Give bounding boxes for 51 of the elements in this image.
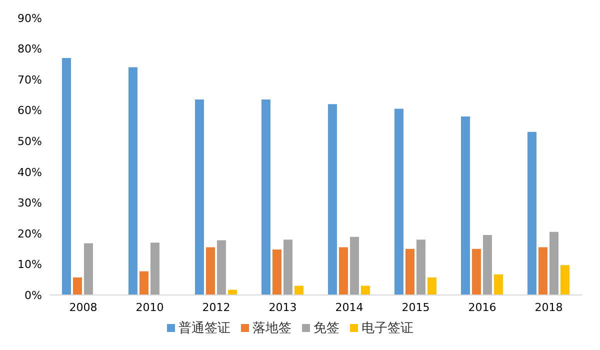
bar <box>216 240 226 295</box>
bar <box>549 232 558 295</box>
bar <box>338 247 348 295</box>
y-tick-label: 60% <box>18 104 42 118</box>
bar <box>460 116 470 295</box>
legend-label: 电子签证 <box>362 321 414 336</box>
bar <box>482 234 492 295</box>
bar <box>84 243 93 295</box>
bar <box>527 132 536 295</box>
x-tick-label: 2008 <box>69 300 98 314</box>
bar <box>72 277 82 295</box>
x-tick-label: 2018 <box>534 300 563 314</box>
bar <box>150 242 160 295</box>
x-tick-label: 2014 <box>335 300 364 314</box>
bar <box>427 277 436 295</box>
bar <box>472 248 481 295</box>
y-tick-label: 90% <box>18 12 42 25</box>
bar <box>405 248 414 295</box>
y-tick-label: 70% <box>18 73 42 86</box>
x-tick-label: 2015 <box>402 300 430 314</box>
bar <box>294 286 304 295</box>
legend-label: 普通签证 <box>178 321 230 336</box>
bar <box>416 240 426 295</box>
y-tick-label: 30% <box>18 196 42 210</box>
bar <box>128 67 138 295</box>
bar <box>560 265 570 295</box>
bar <box>283 240 292 295</box>
x-tick-label: 2012 <box>202 300 230 314</box>
bar <box>194 100 204 295</box>
bar <box>272 249 282 295</box>
bar <box>538 247 548 295</box>
bar <box>206 247 215 295</box>
bar <box>360 286 370 295</box>
y-tick-label: 10% <box>18 258 42 272</box>
legend-label: 免签 <box>314 321 340 336</box>
legend-label: 落地签 <box>252 321 292 336</box>
y-tick-label: 0% <box>24 288 42 302</box>
x-tick-label: 2010 <box>136 300 164 314</box>
y-tick-label: 50% <box>18 135 42 148</box>
y-tick-label: 80% <box>18 42 42 56</box>
y-tick-label: 40% <box>18 166 42 179</box>
bar <box>350 236 359 295</box>
bar <box>139 271 148 295</box>
bar <box>62 58 71 295</box>
bar <box>494 274 503 295</box>
x-tick-label: 2013 <box>268 300 297 314</box>
x-tick-label: 2016 <box>468 300 496 314</box>
y-tick-label: 20% <box>18 227 42 240</box>
bar <box>328 104 337 295</box>
bar <box>394 108 404 295</box>
bar <box>261 100 270 295</box>
